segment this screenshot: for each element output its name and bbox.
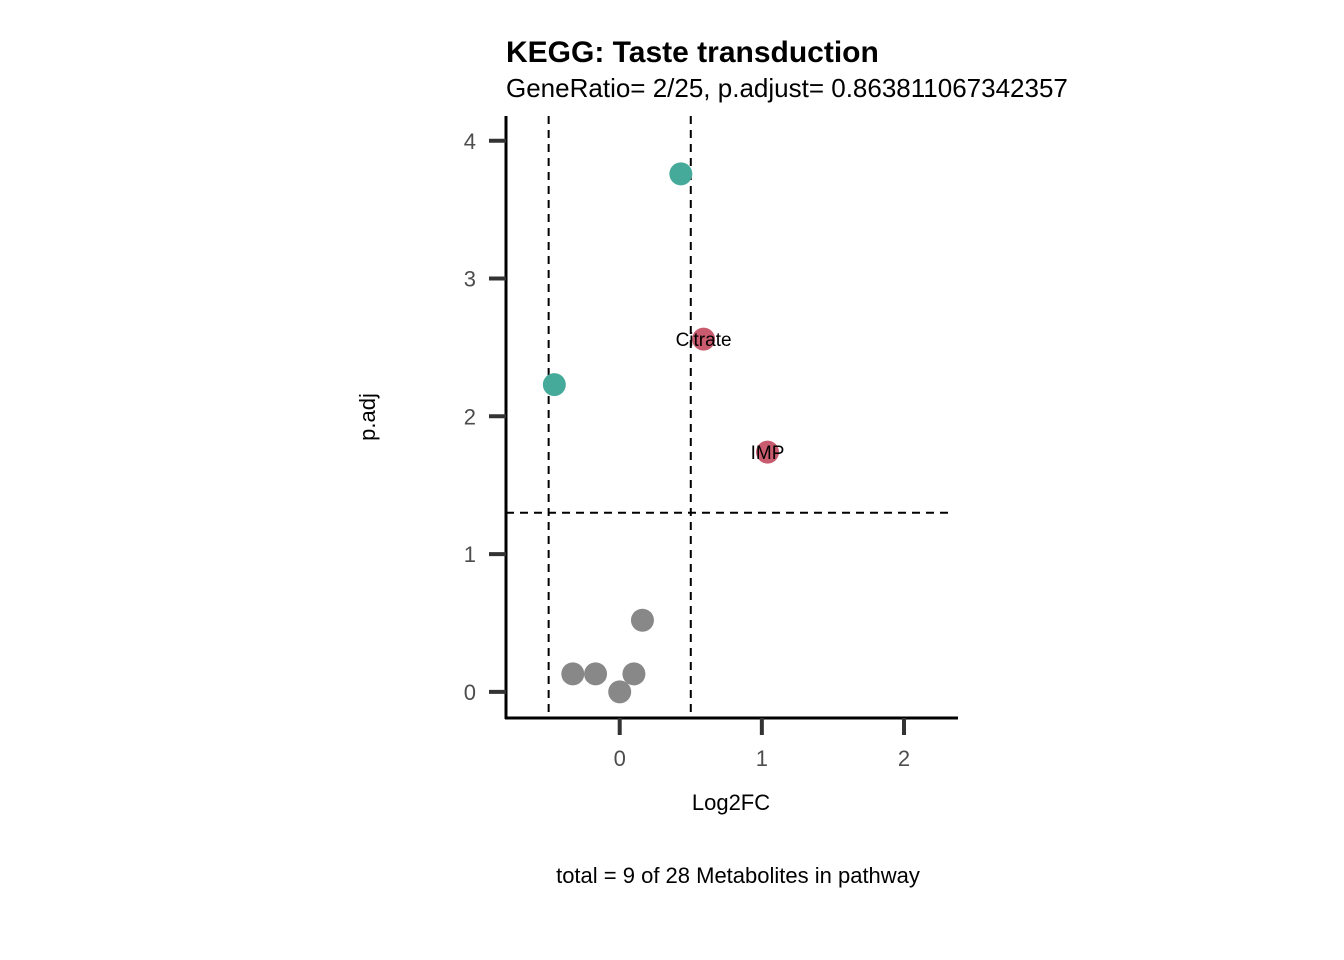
chart-subtitle: GeneRatio= 2/25, p.adjust= 0.86381106734… [506, 73, 1068, 103]
y-axis-ticks: 0 1 2 3 4 [464, 129, 506, 705]
x-axis-ticks: 0 1 2 [614, 718, 910, 771]
point-label-3: IMP [751, 443, 785, 464]
data-point-7 [622, 662, 646, 686]
threshold-lines [506, 116, 948, 718]
data-point-6 [584, 662, 608, 686]
data-point-5 [561, 662, 585, 686]
x-axis-title: Log2FC [692, 790, 770, 815]
x-tick-label-0: 0 [614, 746, 626, 771]
y-axis-title: p.adj [355, 393, 380, 441]
point-label-1: Citrate [676, 330, 732, 351]
y-tick-label-2: 2 [464, 404, 476, 429]
data-point-1 [692, 327, 716, 351]
x-tick-label-2: 2 [898, 746, 910, 771]
data-points [542, 162, 780, 704]
point-labels: Citrate IMP [676, 330, 785, 464]
y-tick-label-3: 3 [464, 267, 476, 292]
y-tick-label-1: 1 [464, 542, 476, 567]
data-point-3 [756, 440, 780, 464]
chart-title: KEGG: Taste transduction [506, 36, 879, 69]
chart-caption: total = 9 of 28 Metabolites in pathway [556, 863, 920, 888]
x-tick-label-1: 1 [756, 746, 768, 771]
data-point-2 [542, 373, 566, 397]
y-tick-label-0: 0 [464, 680, 476, 705]
data-point-4 [630, 608, 654, 632]
data-point-8 [608, 680, 632, 704]
data-point-0 [669, 162, 693, 186]
y-tick-label-4: 4 [464, 129, 476, 154]
